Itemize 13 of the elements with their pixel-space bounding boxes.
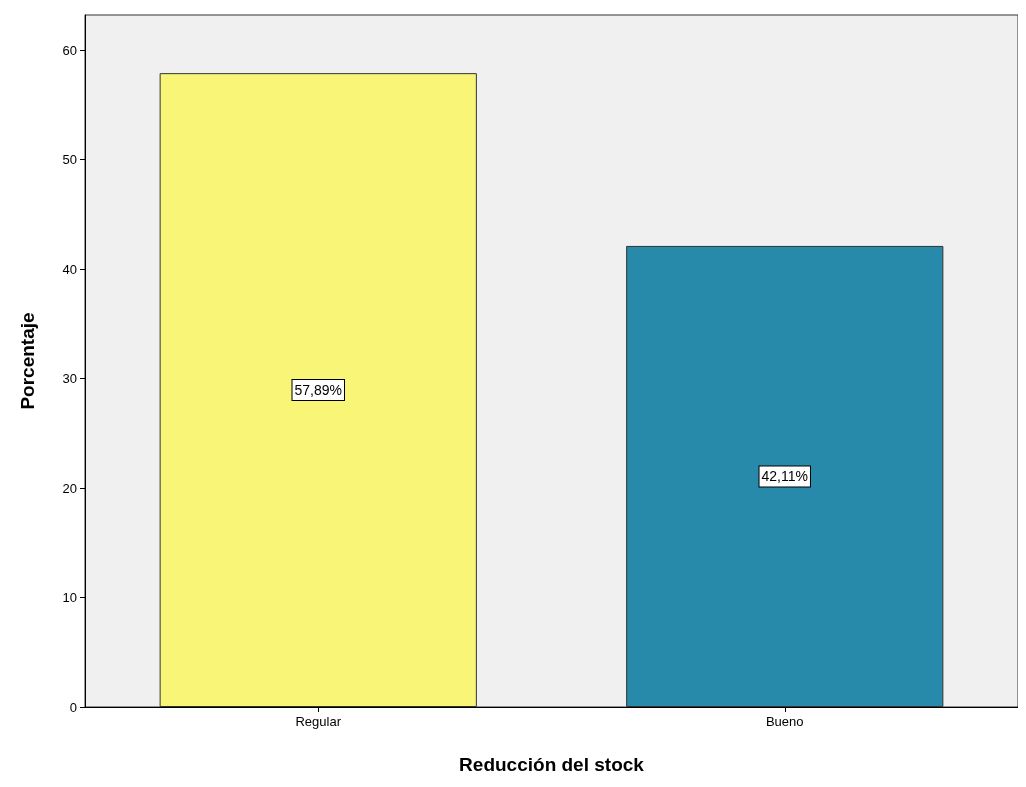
y-tick-label: 60	[62, 42, 77, 58]
y-tick-label: 10	[62, 590, 77, 606]
y-tick-label: 0	[69, 699, 77, 715]
x-axis-title: Reducción del stock	[459, 754, 645, 775]
y-tick-label: 20	[62, 480, 77, 496]
x-tick-label: Regular	[295, 714, 342, 729]
y-tick-label: 40	[62, 261, 77, 277]
x-tick-label: Bueno	[765, 714, 804, 729]
y-tick-label: 50	[62, 152, 77, 168]
data-label: 42,11%	[761, 468, 808, 485]
y-axis-title: Porcentaje	[17, 312, 38, 410]
data-label: 57,89%	[294, 382, 342, 399]
y-tick-label: 30	[62, 371, 77, 387]
